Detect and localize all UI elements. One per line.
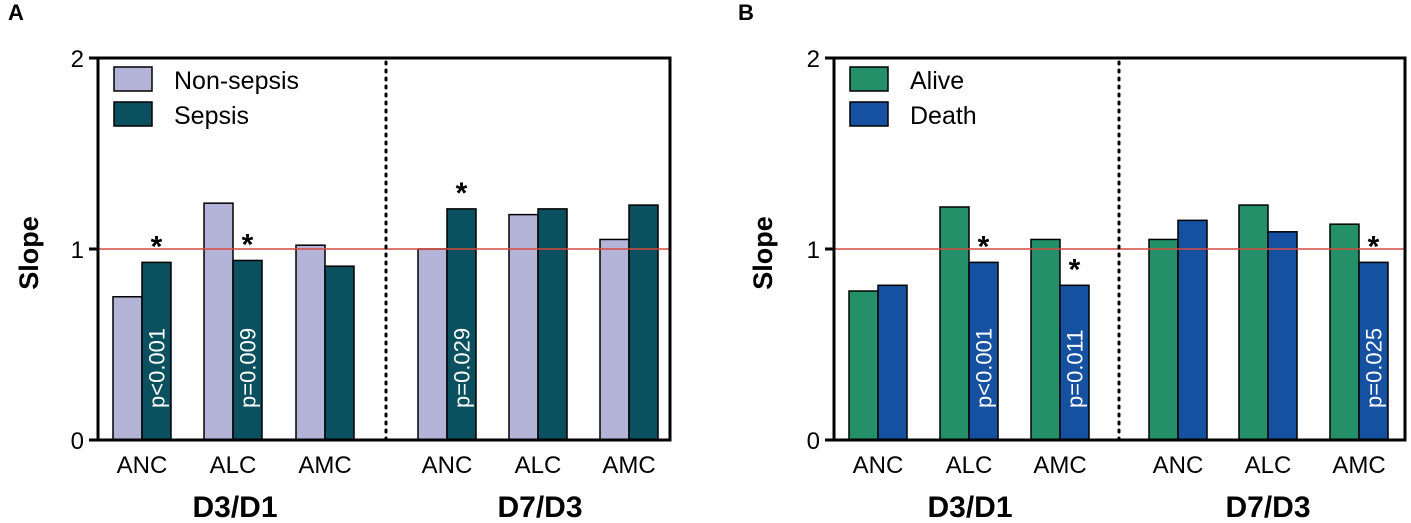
legend-label: Death (910, 102, 977, 130)
legend-label: Alive (910, 67, 964, 95)
x-tick-label: ALC (515, 452, 562, 479)
p-value-label: p=0.029 (450, 328, 475, 408)
group-label: D3/D1 (927, 491, 1012, 523)
panel-label: B (738, 0, 754, 25)
legend-label: Non-sepsis (174, 67, 299, 95)
group-label: D7/D3 (497, 491, 582, 523)
significance-star: * (456, 177, 468, 210)
y-tick-label: 1 (71, 237, 84, 264)
legend-swatch (849, 66, 889, 92)
x-tick-label: AMC (1332, 452, 1385, 479)
p-value-label: p=0.025 (1362, 328, 1387, 408)
plot-frame (96, 56, 672, 442)
y-axis-label: Slope (14, 216, 44, 290)
x-tick-label: AMC (1033, 452, 1086, 479)
bar-sepsis (324, 265, 355, 441)
significance-star: * (1069, 253, 1081, 286)
x-tick-label: ALC (946, 452, 993, 479)
p-value-label: p<0.001 (972, 328, 997, 408)
bar-sepsis (141, 261, 172, 441)
panel-label: A (8, 0, 24, 25)
panel-a: A Slope 0 1 2 * p<0.001 * p=0.009 * p=0.029 ANC ALC A… (8, 0, 672, 523)
group-label: D7/D3 (1225, 491, 1310, 523)
x-tick-label: AMC (298, 452, 351, 479)
bar-non-sepsis (112, 296, 143, 441)
x-tick-label: ANC (117, 452, 168, 479)
bar-death (1267, 231, 1298, 441)
bar-non-sepsis (417, 248, 448, 441)
bar-sepsis (232, 259, 263, 441)
bar-non-sepsis (599, 238, 630, 441)
y-tick-label: 2 (71, 46, 84, 73)
bar-alive (1329, 223, 1360, 441)
x-tick-label: ALC (1245, 452, 1292, 479)
bar-death (1177, 219, 1208, 441)
y-tick-label: 0 (71, 428, 84, 455)
y-tick-label: 1 (807, 237, 820, 264)
legend-swatch (113, 101, 153, 127)
x-tick-label: ANC (1153, 452, 1204, 479)
legend-swatch (113, 66, 153, 92)
x-tick-label: ANC (422, 452, 473, 479)
significance-star: * (242, 228, 254, 261)
y-axis-label: Slope (748, 216, 778, 290)
bar-death (877, 284, 908, 441)
legend-label: Sepsis (174, 102, 249, 130)
p-value-label: p=0.011 (1063, 329, 1088, 408)
significance-star: * (1368, 230, 1380, 263)
group-label: D3/D1 (192, 491, 277, 523)
bar-sepsis (628, 204, 659, 441)
legend-swatch (849, 101, 889, 127)
y-tick-label: 2 (807, 46, 820, 73)
bar-alive (1030, 238, 1061, 441)
x-tick-label: ALC (210, 452, 257, 479)
bar-alive (848, 290, 879, 441)
bar-death (1358, 261, 1389, 441)
significance-star: * (151, 230, 163, 263)
bar-non-sepsis (295, 244, 326, 441)
significance-star: * (978, 230, 990, 263)
x-tick-label: AMC (602, 452, 655, 479)
panel-b: B Slope 0 1 2 * p<0.001 * p=0.011 * p=0.025 ANC ALC A… (738, 0, 1407, 523)
bar-alive (939, 206, 970, 441)
bar-non-sepsis (508, 213, 539, 441)
bar-alive (1238, 204, 1269, 441)
p-value-label: p=0.009 (236, 328, 261, 408)
plot-frame (832, 56, 1407, 442)
bar-non-sepsis (203, 202, 234, 441)
y-tick-label: 0 (807, 428, 820, 455)
bar-sepsis (537, 208, 568, 441)
p-value-label: p<0.001 (145, 328, 170, 408)
bar-alive (1148, 238, 1179, 441)
x-tick-label: ANC (853, 452, 904, 479)
